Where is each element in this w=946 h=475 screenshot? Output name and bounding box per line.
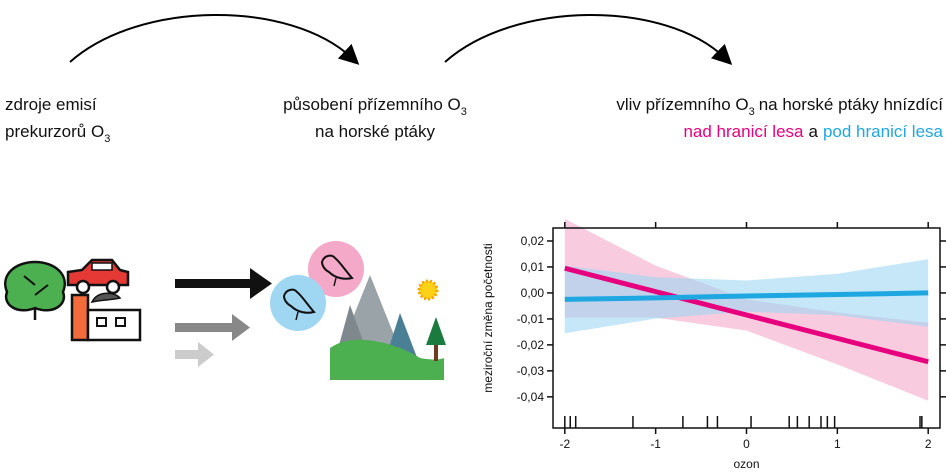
effect-label: působení přízemního O3 <box>283 95 467 118</box>
x-tick-label: -1 <box>650 437 661 451</box>
subscript: 3 <box>461 106 467 118</box>
page: zdroje emisí prekurzorů O3 působení příz… <box>0 0 946 475</box>
y-tick-label: -0,03 <box>517 364 545 378</box>
factory-icon <box>72 293 140 340</box>
y-tick-label: -0,02 <box>517 338 545 352</box>
effect-label: na horské ptáky <box>315 122 436 141</box>
text: na horské ptáky hnízdící <box>759 95 944 114</box>
subscript: 3 <box>104 133 110 145</box>
x-axis-label: ozon <box>733 457 759 471</box>
y-tick-label: -0,04 <box>517 390 545 404</box>
arrow-icon <box>175 268 272 367</box>
impact-label: vliv přízemního O3 na horské ptáky hnízdí… <box>616 95 943 118</box>
y-tick-label: 0,01 <box>521 260 545 274</box>
tree-icon <box>5 262 64 320</box>
x-tick-label: -2 <box>559 437 570 451</box>
car-icon <box>68 260 128 293</box>
sources-label: prekurzorů O3 <box>5 122 110 145</box>
x-tick-label: 0 <box>743 437 750 451</box>
text: pod hranicí lesa <box>823 122 944 141</box>
text: nad hranicí lesa <box>683 122 804 141</box>
x-tick-label: 2 <box>925 437 932 451</box>
curved-arrow <box>445 15 725 62</box>
y-tick-label: 0,00 <box>521 286 545 300</box>
y-tick-label: 0,02 <box>521 234 545 248</box>
curved-arrow <box>70 15 352 62</box>
chart: 0,02 0,01 0,00 -0,01 -0,02 -0,03 -0,04 -2 -1 0 1 2 o… <box>481 219 946 471</box>
bird-icon <box>270 275 326 331</box>
sources-label: zdroje emisí <box>5 95 97 114</box>
y-axis-label: meziroční změna početnosti <box>481 243 495 392</box>
text: prekurzorů O <box>5 122 104 141</box>
text: působení přízemního O <box>283 95 461 114</box>
text: vliv přízemního O <box>616 95 748 114</box>
text: a <box>809 122 819 141</box>
y-tick-label: -0,01 <box>517 312 545 326</box>
subscript: 3 <box>749 106 755 118</box>
infographic: zdroje emisí prekurzorů O3 působení příz… <box>0 0 946 475</box>
x-tick-label: 1 <box>834 437 841 451</box>
